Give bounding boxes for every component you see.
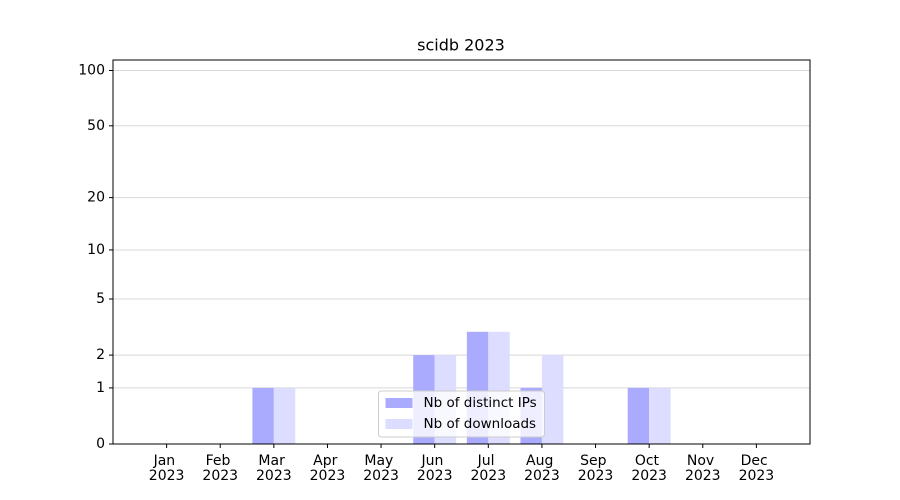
y-tick-label: 5 (96, 291, 105, 307)
y-tick-label: 1 (96, 380, 105, 396)
axes-frame (112, 59, 811, 445)
legend-swatch (385, 398, 413, 408)
y-tick-label: 20 (87, 190, 105, 206)
y-tick-label: 0 (96, 436, 105, 452)
x-tick-label: Feb 2023 (202, 453, 238, 484)
x-tick-label: Aug 2023 (524, 453, 560, 484)
x-tick-label: Mar 2023 (256, 453, 292, 484)
y-tick-label: 100 (78, 63, 105, 79)
bar (627, 387, 650, 444)
x-tick-label: Oct 2023 (631, 453, 667, 484)
legend-label: Nb of downloads (424, 416, 537, 432)
y-tick-label: 10 (87, 242, 105, 258)
y-tick-label: 2 (96, 347, 105, 363)
y-tick-label: 50 (87, 118, 105, 134)
x-tick-label: May 2023 (363, 453, 399, 484)
legend-box (378, 390, 545, 438)
x-tick-label: Apr 2023 (310, 453, 346, 484)
x-tick-label: Sep 2023 (578, 453, 614, 484)
bar (252, 387, 274, 444)
x-tick-label: Dec 2023 (739, 453, 775, 484)
legend-swatch (385, 419, 413, 429)
legend-label: Nb of distinct IPs (424, 395, 537, 411)
bar (541, 355, 564, 444)
x-tick-label: Nov 2023 (685, 453, 721, 484)
bar (273, 387, 296, 444)
bar (649, 387, 671, 444)
x-tick-label: Jun 2023 (417, 453, 453, 484)
x-tick-label: Jul 2023 (470, 453, 506, 484)
chart-title: scidb 2023 (417, 36, 505, 55)
x-tick-label: Jan 2023 (149, 453, 185, 484)
